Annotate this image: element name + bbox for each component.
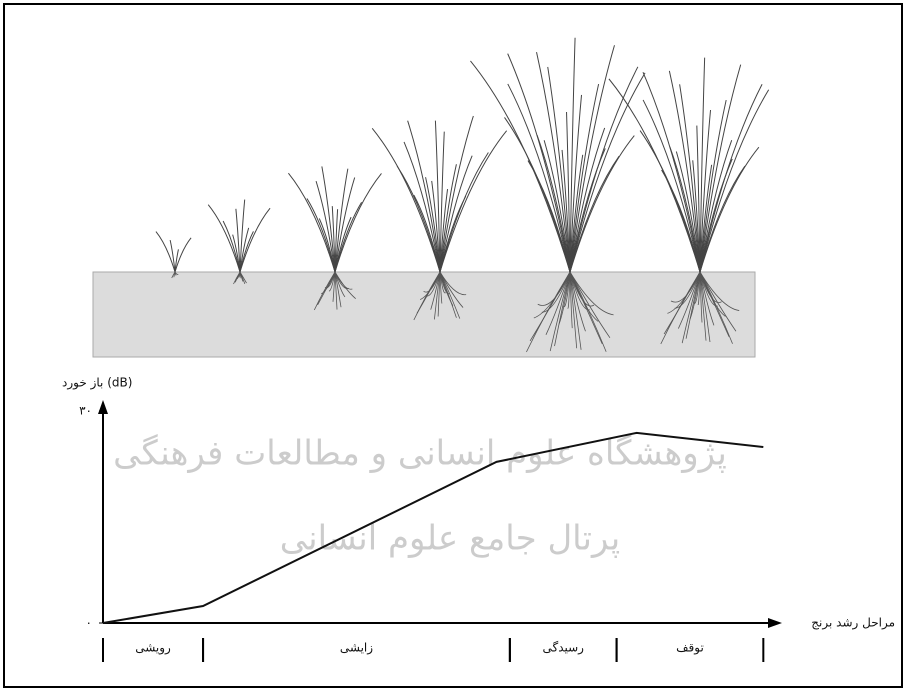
- stage-label: زایشی: [340, 641, 373, 656]
- y-tick-label: ۳۰: [79, 404, 92, 418]
- figure: پژوهشگاه علوم انسانی و مطالعات فرهنگی پر…: [0, 0, 906, 691]
- stage-label: توقف: [676, 641, 704, 656]
- y-axis-title: باز خورد (dB): [62, 376, 132, 391]
- stage-label: رسیدگی: [542, 641, 584, 656]
- watermark: پرتال جامع علوم انسانی: [280, 519, 620, 559]
- watermark: پژوهشگاه علوم انسانی و مطالعات فرهنگی: [113, 434, 727, 474]
- y-tick-label: ۰: [86, 616, 92, 630]
- ground: [93, 272, 755, 357]
- stage-label: رویشی: [135, 641, 171, 656]
- x-axis-title: مراحل رشد برنج: [811, 616, 895, 631]
